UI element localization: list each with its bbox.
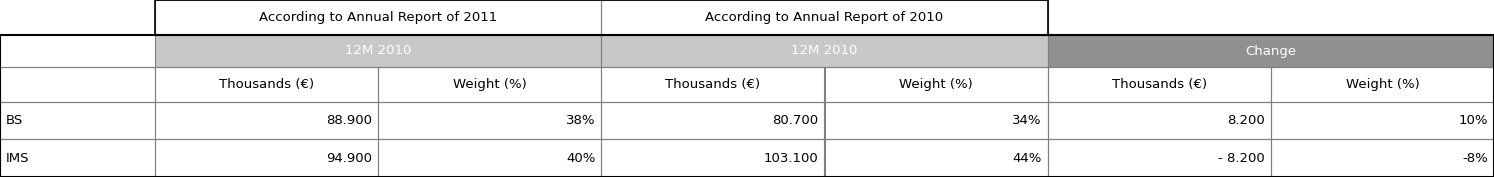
Text: Weight (%): Weight (%) xyxy=(899,78,973,91)
Text: According to Annual Report of 2010: According to Annual Report of 2010 xyxy=(705,11,944,24)
Text: 80.700: 80.700 xyxy=(772,114,819,127)
Bar xyxy=(1047,102,1271,139)
Bar xyxy=(155,0,601,35)
Text: 103.100: 103.100 xyxy=(763,152,819,164)
Bar xyxy=(378,102,601,139)
Bar xyxy=(1047,0,1494,35)
Text: Weight (%): Weight (%) xyxy=(453,78,526,91)
Bar xyxy=(601,139,825,177)
Text: Change: Change xyxy=(1246,44,1297,58)
Bar xyxy=(155,67,378,102)
Bar xyxy=(1271,67,1494,102)
Bar xyxy=(0,67,155,102)
Bar xyxy=(378,67,601,102)
Bar xyxy=(825,102,1047,139)
Text: - 8.200: - 8.200 xyxy=(1218,152,1265,164)
Bar xyxy=(155,35,601,67)
Bar xyxy=(601,0,1047,35)
Text: Weight (%): Weight (%) xyxy=(1346,78,1419,91)
Bar xyxy=(155,102,378,139)
Bar xyxy=(155,102,378,139)
Bar xyxy=(155,0,601,35)
Bar xyxy=(0,0,155,102)
Bar xyxy=(155,139,378,177)
Text: 88.900: 88.900 xyxy=(326,114,372,127)
Text: 34%: 34% xyxy=(1011,114,1041,127)
Text: 40%: 40% xyxy=(566,152,595,164)
Bar xyxy=(155,67,378,102)
Bar xyxy=(155,0,1047,35)
Bar xyxy=(1271,139,1494,177)
Bar xyxy=(1271,139,1494,177)
Bar xyxy=(0,139,155,177)
Bar xyxy=(825,102,1047,139)
Text: IMS: IMS xyxy=(6,152,30,164)
Bar xyxy=(1047,139,1271,177)
Text: BS: BS xyxy=(6,114,24,127)
Bar xyxy=(155,139,378,177)
Bar xyxy=(1047,102,1271,139)
Bar xyxy=(601,67,825,102)
Bar xyxy=(0,35,155,67)
Bar xyxy=(601,0,1047,35)
Bar xyxy=(155,35,601,67)
Bar xyxy=(1271,102,1494,139)
Bar xyxy=(0,102,155,139)
Bar xyxy=(825,139,1047,177)
Text: Thousands (€): Thousands (€) xyxy=(1112,78,1207,91)
Text: 44%: 44% xyxy=(1013,152,1041,164)
Bar xyxy=(1047,35,1494,67)
Bar xyxy=(1047,67,1271,102)
Bar xyxy=(0,139,155,177)
Bar xyxy=(601,139,825,177)
Text: 38%: 38% xyxy=(566,114,595,127)
Bar xyxy=(1047,35,1494,67)
Bar xyxy=(0,67,155,102)
Bar xyxy=(0,102,155,139)
Bar xyxy=(825,67,1047,102)
Text: -8%: -8% xyxy=(1463,152,1488,164)
Text: 8.200: 8.200 xyxy=(1227,114,1265,127)
Text: Thousands (€): Thousands (€) xyxy=(220,78,314,91)
Bar xyxy=(1271,102,1494,139)
Text: 12M 2010: 12M 2010 xyxy=(345,44,411,58)
Text: 10%: 10% xyxy=(1458,114,1488,127)
Bar xyxy=(601,67,825,102)
Bar xyxy=(601,35,1047,67)
Bar xyxy=(0,35,1494,177)
Bar xyxy=(1047,139,1271,177)
Bar xyxy=(378,102,601,139)
Bar xyxy=(378,139,601,177)
Bar xyxy=(825,67,1047,102)
Text: Thousands (€): Thousands (€) xyxy=(665,78,760,91)
Bar xyxy=(601,35,1047,67)
Bar xyxy=(378,139,601,177)
Text: According to Annual Report of 2011: According to Annual Report of 2011 xyxy=(258,11,498,24)
Bar xyxy=(601,102,825,139)
Text: 94.900: 94.900 xyxy=(326,152,372,164)
Bar xyxy=(378,67,601,102)
Bar xyxy=(1271,67,1494,102)
Bar xyxy=(601,102,825,139)
Bar xyxy=(1047,67,1271,102)
Text: 12M 2010: 12M 2010 xyxy=(792,44,858,58)
Bar xyxy=(825,139,1047,177)
